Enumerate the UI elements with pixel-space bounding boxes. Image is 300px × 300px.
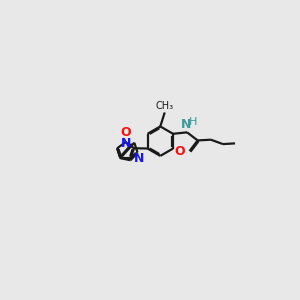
Text: N: N	[120, 137, 131, 150]
Text: O: O	[175, 145, 185, 158]
Text: H: H	[189, 117, 198, 127]
Text: O: O	[120, 126, 131, 139]
Text: CH₃: CH₃	[156, 101, 174, 111]
Text: N: N	[181, 118, 192, 131]
Text: N: N	[134, 152, 144, 165]
